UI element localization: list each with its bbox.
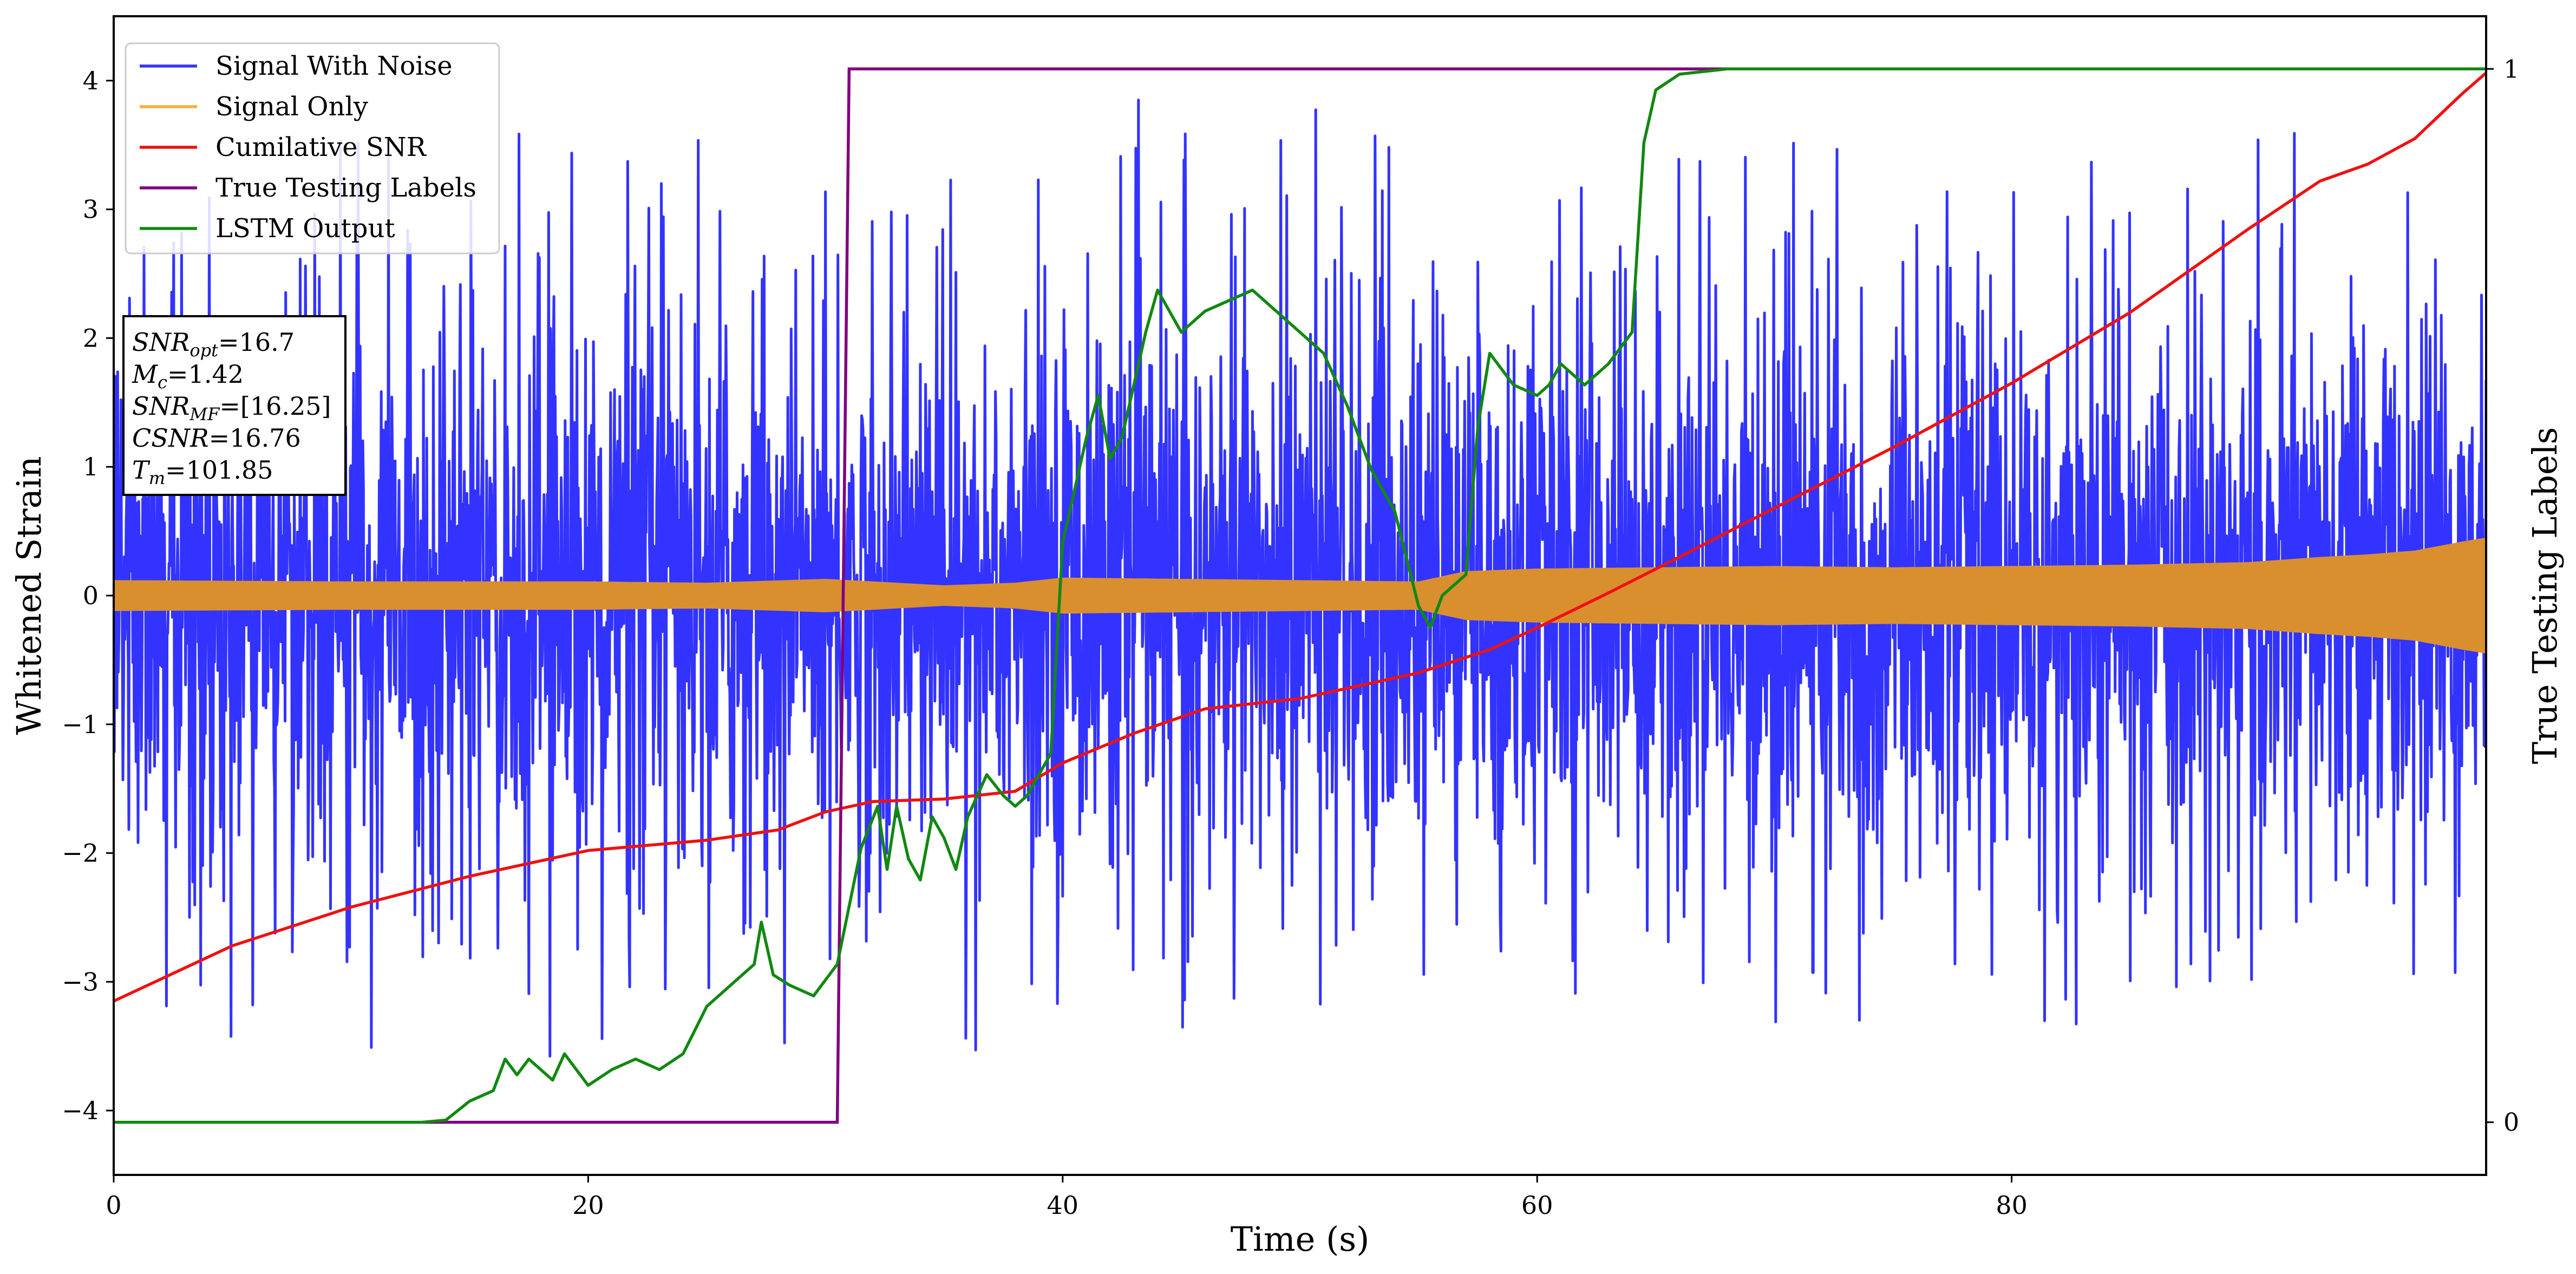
annotation-line: Tm=101.85 — [132, 455, 273, 488]
annotation-symbol: M — [132, 360, 159, 389]
annotation-subscript: opt — [189, 340, 218, 361]
annotation-line: SNRopt=16.7 — [132, 328, 295, 361]
series-lstm-output — [114, 67, 2486, 1124]
y-tick-label: 1 — [83, 452, 99, 481]
legend-entry: Cumilative SNR — [215, 132, 427, 162]
y-axis-right-label: True Testing Labels — [2525, 427, 2565, 765]
series-true-testing-labels — [114, 67, 2486, 1124]
y-tick-label: −1 — [62, 710, 99, 739]
annotation-line: SNRMF=[16.25] — [132, 391, 331, 424]
series-signal-with-noise — [114, 99, 2486, 1058]
y-tick-label: 4 — [83, 66, 99, 95]
y-tick-label: 3 — [83, 195, 99, 224]
legend: Signal With Noise Signal Only Cumilative S… — [125, 42, 500, 254]
annotation-frame — [122, 315, 346, 496]
x-tick-label: 0 — [106, 1191, 121, 1220]
legend-frame — [125, 42, 500, 254]
annotation-box: SNRopt=16.7Mc=1.42SNRMF=[16.25]CSNR=16.7… — [122, 315, 346, 496]
y-tick-label: 0 — [83, 581, 99, 610]
annotation-value: =101.85 — [165, 455, 273, 485]
annotation-subscript: m — [149, 468, 165, 488]
annotation-symbol: CSNR — [132, 423, 209, 453]
x-tick-label: 80 — [1996, 1191, 2028, 1220]
legend-entry: Signal With Noise — [215, 51, 453, 81]
y-axis-right: 01 — [2486, 54, 2519, 1137]
annotation-subscript: MF — [189, 404, 220, 424]
annotation-symbol: SNR — [132, 391, 189, 421]
x-tick-label: 20 — [572, 1191, 604, 1220]
y-tick-label: 2 — [83, 323, 99, 352]
annotation-line: CSNR=16.76 — [132, 423, 301, 453]
series-signal-only — [114, 538, 2486, 654]
y-tick-label: −2 — [62, 839, 99, 868]
series-cumulative-snr — [114, 71, 2486, 1003]
y-tick-label: −3 — [62, 967, 99, 996]
plot-area — [114, 67, 2486, 1124]
annotation-value: =1.42 — [167, 360, 244, 389]
legend-entry: True Testing Labels — [215, 173, 476, 203]
x-axis: 0 20 40 60 80 — [106, 1175, 2028, 1220]
annotation-symbol: T — [132, 455, 151, 485]
annotation-symbol: SNR — [132, 328, 189, 357]
y-right-tick-label: 1 — [2503, 54, 2519, 83]
x-tick-label: 40 — [1047, 1191, 1079, 1220]
annotation-value: =16.76 — [209, 423, 301, 453]
annotation-line: Mc=1.42 — [132, 360, 244, 393]
x-axis-label: Time (s) — [1231, 1219, 1370, 1259]
legend-entry: LSTM Output — [215, 213, 395, 244]
y-tick-label: −4 — [62, 1096, 99, 1125]
y-axis-label: Whitened Strain — [9, 456, 49, 735]
annotation-value: =16.7 — [218, 328, 295, 357]
annotation-subscript: c — [158, 372, 167, 393]
x-tick-label: 60 — [1521, 1191, 1553, 1220]
y-axis-left: −4 −3 −2 −1 0 1 2 3 4 — [62, 66, 114, 1125]
annotation-value: =[16.25] — [219, 391, 331, 421]
legend-entry: Signal Only — [215, 92, 368, 122]
y-right-tick-label: 0 — [2503, 1108, 2519, 1137]
